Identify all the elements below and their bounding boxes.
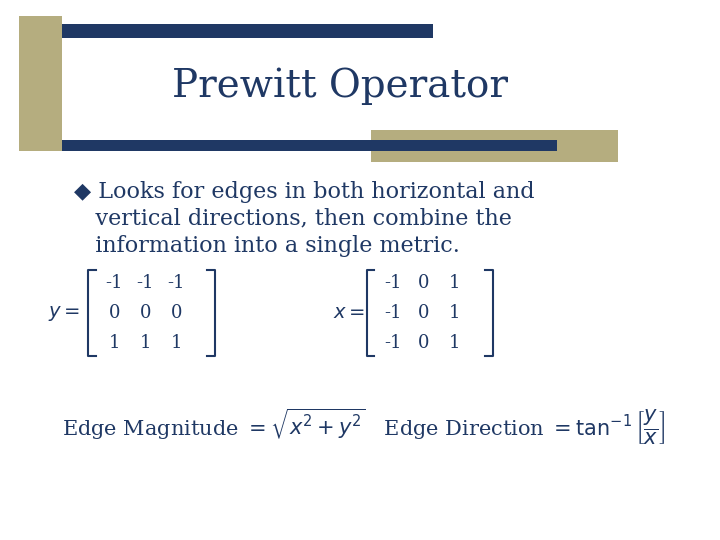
- Text: 1: 1: [140, 334, 151, 352]
- Text: 1: 1: [449, 334, 460, 352]
- Text: vertical directions, then combine the: vertical directions, then combine the: [74, 208, 512, 230]
- Text: -1: -1: [384, 304, 402, 322]
- Text: -1: -1: [106, 274, 123, 293]
- Bar: [62, 140, 557, 151]
- Text: 1: 1: [449, 274, 460, 293]
- Bar: [371, 130, 618, 162]
- Bar: [62, 24, 433, 38]
- Text: information into a single metric.: information into a single metric.: [74, 235, 460, 256]
- Text: Prewitt Operator: Prewitt Operator: [172, 68, 508, 105]
- Text: 1: 1: [171, 334, 182, 352]
- Text: ◆ Looks for edges in both horizontal and: ◆ Looks for edges in both horizontal and: [74, 181, 535, 202]
- Text: 0: 0: [109, 304, 120, 322]
- Text: 0: 0: [140, 304, 151, 322]
- Text: 0: 0: [171, 304, 182, 322]
- Text: 0: 0: [418, 334, 429, 352]
- Text: $x =$: $x =$: [333, 304, 365, 322]
- Text: Edge Magnitude $= \sqrt{x^2 + y^2}$   Edge Direction $= \tan^{-1}\left[\dfrac{y}: Edge Magnitude $= \sqrt{x^2 + y^2}$ Edge…: [62, 407, 665, 447]
- Text: -1: -1: [384, 274, 402, 293]
- Text: -1: -1: [384, 334, 402, 352]
- Text: $y =$: $y =$: [48, 303, 81, 323]
- Text: 1: 1: [449, 304, 460, 322]
- Bar: [19, 16, 62, 151]
- Text: -1: -1: [137, 274, 154, 293]
- Text: -1: -1: [168, 274, 185, 293]
- Text: 0: 0: [418, 304, 429, 322]
- Text: 0: 0: [418, 274, 429, 293]
- Text: 1: 1: [109, 334, 120, 352]
